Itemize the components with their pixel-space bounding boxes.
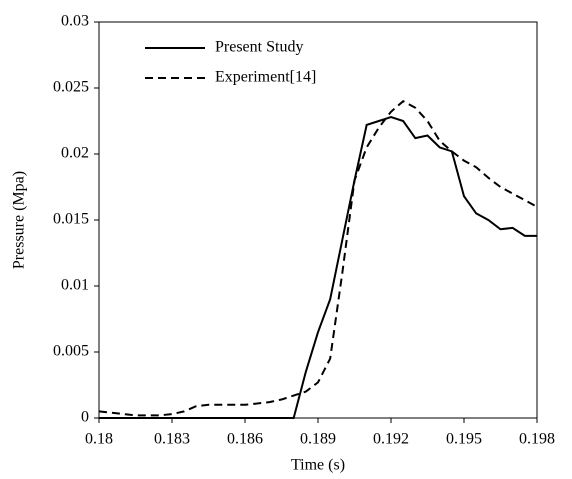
y-tick-label: 0.02 (61, 145, 89, 162)
x-tick-label: 0.186 (227, 431, 263, 448)
series-line (98, 99, 538, 417)
x-tick-label: 0.192 (373, 431, 409, 448)
x-tick-label: 0.195 (446, 431, 482, 448)
series-line (99, 115, 537, 419)
y-axis-label: Pressure (Mpa) (11, 171, 28, 269)
x-tick-label: 0.198 (519, 431, 555, 448)
y-tick-label: 0.025 (53, 79, 89, 96)
legend-label: Experiment[14] (215, 69, 316, 86)
legend-label: Present Study (215, 39, 303, 56)
x-tick-label: 0.189 (300, 431, 336, 448)
x-tick-label: 0.18 (85, 431, 113, 448)
x-tick-label: 0.183 (154, 431, 190, 448)
y-tick-label: 0.01 (61, 277, 89, 294)
plot-frame (98, 21, 538, 419)
y-tick-label: 0 (81, 409, 89, 426)
y-tick-label: 0.015 (53, 211, 89, 228)
x-axis-label: Time (s) (291, 457, 345, 474)
y-tick-label: 0.005 (53, 343, 89, 360)
y-tick-label: 0.03 (61, 13, 89, 30)
